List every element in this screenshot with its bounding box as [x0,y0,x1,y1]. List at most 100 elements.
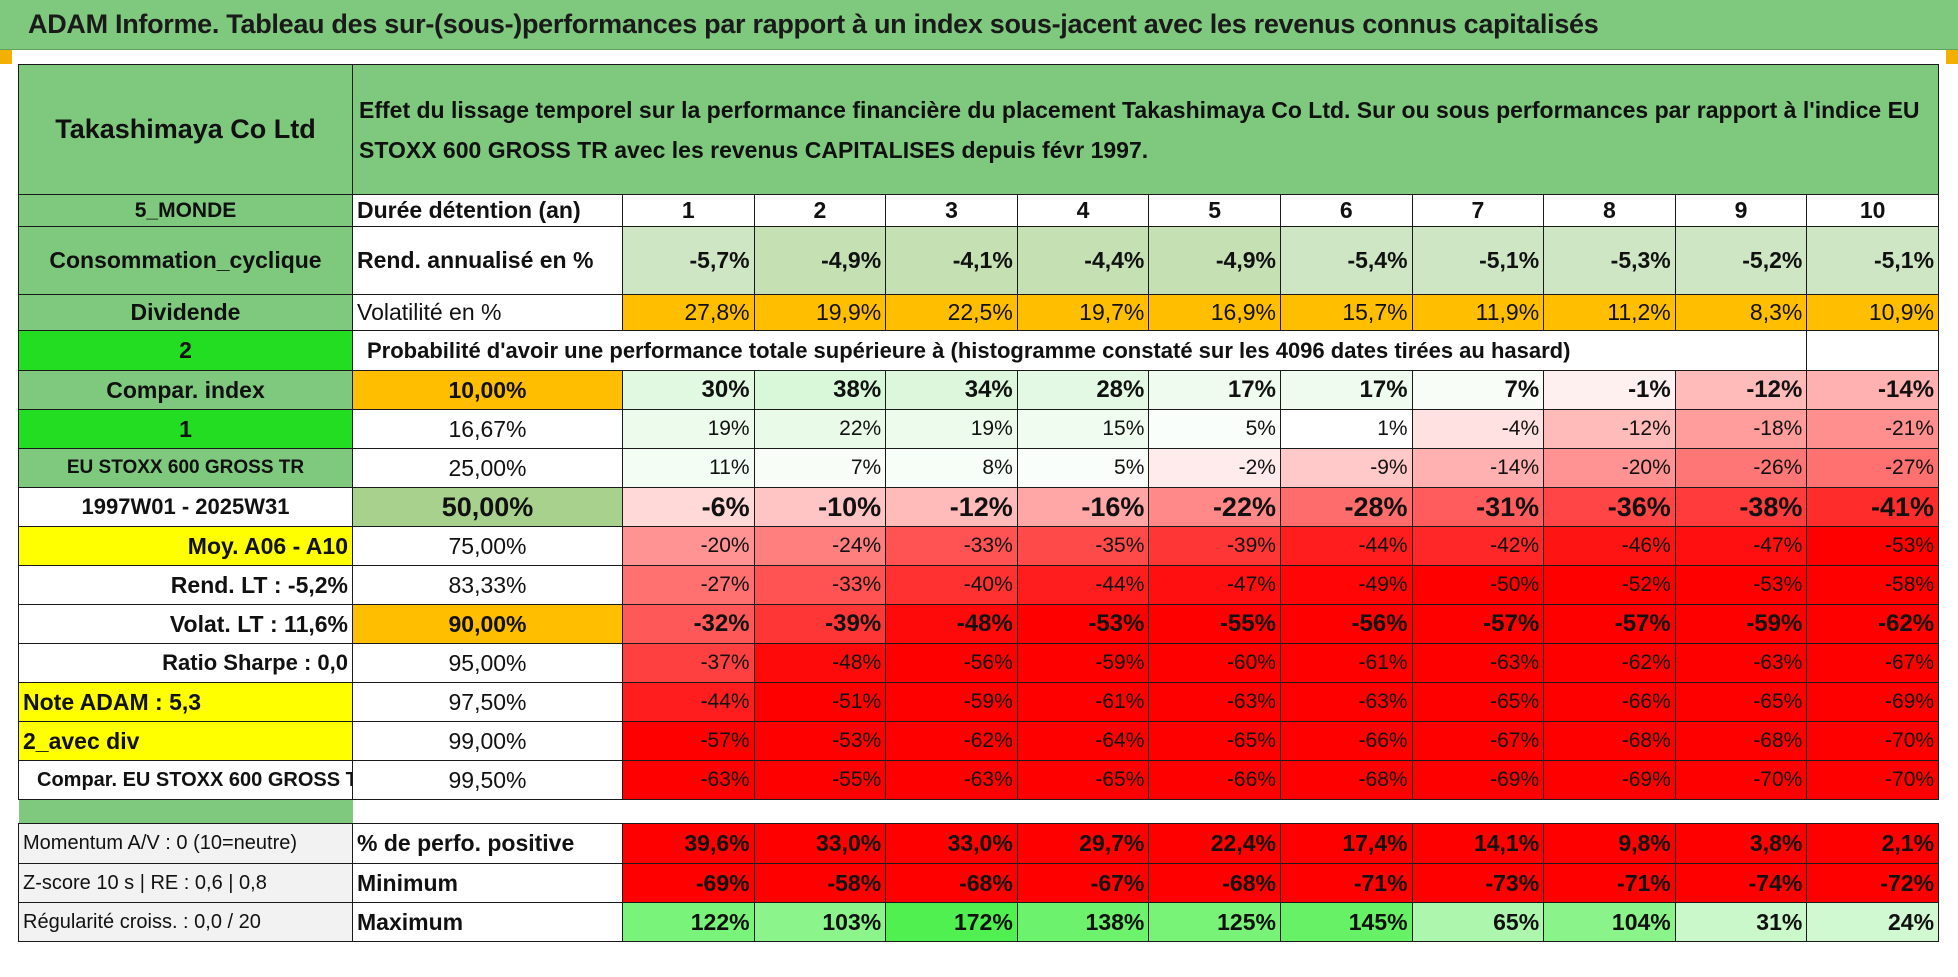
quantile-value: -48% [885,604,1018,644]
year-header: 9 [1674,194,1808,227]
quantile-value: -20% [1543,448,1676,488]
min-label: Minimum [352,863,623,903]
performance-table: Takashimaya Co Ltd Effet du lissage temp… [18,64,1940,942]
quantile-value: -62% [885,721,1018,761]
quantile-value: -63% [885,760,1018,800]
vol-label: Volatilité en % [352,294,623,331]
quantile-value: -1% [1543,370,1676,410]
quantile-value: -55% [1148,604,1281,644]
quantile-value: -59% [1016,643,1150,683]
quantile-value: -66% [1543,682,1676,722]
quantile-label: 10,00% [352,370,623,410]
quantile-value: -62% [1543,643,1676,683]
positive-value: 14,1% [1411,823,1545,864]
separator-cell [886,800,1018,824]
quantile-value: -66% [1279,721,1413,761]
quantile-value: 7% [753,448,887,488]
zscore-label: Z-score 10 s | RE : 0,6 | 0,8 [18,863,353,903]
quantile-value: 11% [622,448,755,488]
quantile-value: -14% [1411,448,1545,488]
left-sharpe: Ratio Sharpe : 0,0 [18,643,353,683]
rend-value: -5,1% [1806,226,1940,295]
quantile-label: 50,00% [352,487,623,527]
rend-value: -5,7% [622,226,755,295]
quantile-value: -35% [1016,526,1150,566]
quantile-value: -39% [1148,526,1281,566]
quantile-value: -27% [1806,448,1940,488]
year-header: 1 [622,194,755,227]
separator-cell [1280,800,1412,824]
min-value: -68% [1148,863,1281,903]
quantile-label: 99,00% [352,721,623,761]
quantile-value: -47% [1148,565,1281,605]
year-header: 5 [1148,194,1281,227]
description: Effet du lissage temporel sur la perform… [351,64,1940,195]
min-value: -74% [1674,863,1808,903]
quantile-value: -70% [1806,760,1940,800]
quantile-value: -61% [1279,643,1413,683]
quantile-value: -59% [1674,604,1808,644]
quantile-value: -14% [1806,370,1940,410]
positive-value: 17,4% [1279,823,1413,864]
max-value: 172% [885,902,1018,942]
rend-value: -4,1% [885,226,1018,295]
left-compar-index: Compar. index [18,370,353,410]
quantile-value: -57% [622,721,755,761]
quantile-value: -24% [753,526,887,566]
positive-value: 29,7% [1016,823,1150,864]
quantile-value: 22% [753,409,887,449]
momentum-label: Momentum A/V : 0 (10=neutre) [18,823,353,864]
quantile-label: 75,00% [352,526,623,566]
quantile-value: -58% [1806,565,1940,605]
year-header: 6 [1279,194,1413,227]
quantile-value: -42% [1411,526,1545,566]
quantile-value: -51% [753,682,887,722]
quantile-value: -63% [1674,643,1808,683]
separator-cell [1017,800,1149,824]
quantile-value: 8% [885,448,1018,488]
year-header: 7 [1411,194,1545,227]
quantile-value: -60% [1148,643,1281,683]
min-value: -67% [1016,863,1150,903]
positive-value: 33,0% [885,823,1018,864]
quantile-value: -36% [1543,487,1676,527]
duree-label: Durée détention (an) [352,194,623,227]
separator-cell [1807,800,1939,824]
max-value: 31% [1674,902,1808,942]
left-period: 1997W01 - 2025W31 [18,487,353,527]
rend-value: -4,9% [753,226,887,295]
quantile-value: -9% [1279,448,1413,488]
vol-value: 16,9% [1148,294,1281,331]
max-value: 138% [1016,902,1150,942]
quantile-value: 30% [622,370,755,410]
vol-value: 11,9% [1411,294,1545,331]
quantile-value: -27% [622,565,755,605]
quantile-value: 1% [1279,409,1413,449]
vol-value: 8,3% [1674,294,1808,331]
left-rend-lt: Rend. LT : -5,2% [18,565,353,605]
quantile-value: -44% [1279,526,1413,566]
quantile-label: 97,50% [352,682,623,722]
max-value: 145% [1279,902,1413,942]
quantile-value: -62% [1806,604,1940,644]
max-value: 103% [753,902,887,942]
quantile-value: -49% [1279,565,1413,605]
year-header: 10 [1806,194,1940,227]
quantile-value: -48% [753,643,887,683]
left-avec-div: 2_avec div [18,721,353,761]
quantile-value: 17% [1279,370,1413,410]
year-header: 4 [1016,194,1150,227]
quantile-value: -63% [622,760,755,800]
left-volat-lt: Volat. LT : 11,6% [18,604,353,644]
quantile-value: -55% [753,760,887,800]
separator-cell [754,800,886,824]
rend-value: -5,4% [1279,226,1413,295]
quantile-value: 38% [753,370,887,410]
rend-label: Rend. annualisé en % [352,226,623,295]
vol-value: 27,8% [622,294,755,331]
quantile-value: -56% [885,643,1018,683]
left-marker-icon [0,50,12,64]
quantile-value: -70% [1674,760,1808,800]
quantile-value: -63% [1279,682,1413,722]
quantile-value: -64% [1016,721,1150,761]
